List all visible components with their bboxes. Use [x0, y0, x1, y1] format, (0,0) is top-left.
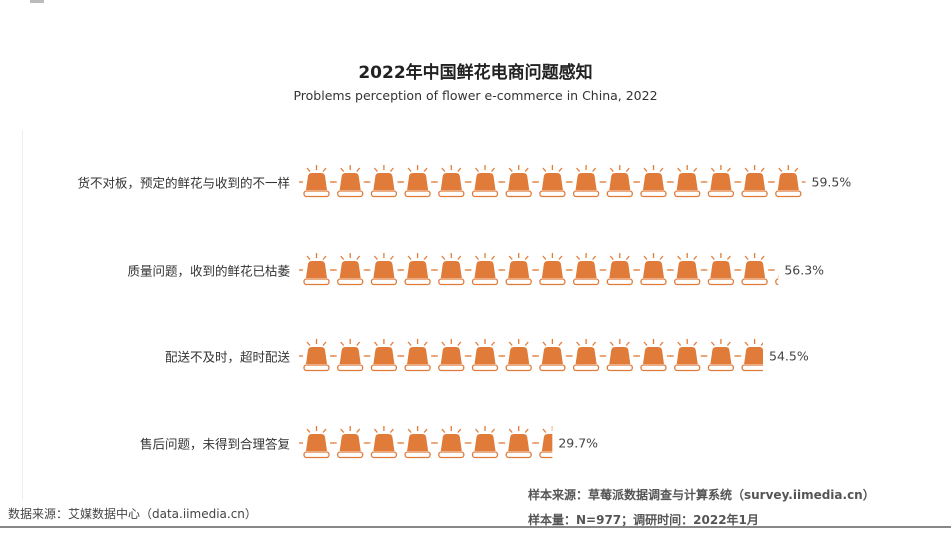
siren-icon [501, 253, 537, 286]
siren-icon [703, 165, 739, 198]
siren-icon [400, 253, 436, 286]
siren-icon [467, 426, 503, 459]
category-label: 售后问题，未得到合理答复 [139, 436, 290, 452]
sample-info: 样本量：N=977；调研时间：2022年1月 [528, 513, 759, 527]
siren-icon [737, 165, 773, 198]
value-label: 54.5% [769, 348, 809, 364]
siren-icon [467, 339, 503, 372]
siren-icon [299, 165, 334, 198]
siren-icon [737, 253, 773, 286]
siren-icon [501, 426, 537, 459]
siren-icon [669, 253, 705, 286]
siren-icon [366, 426, 402, 459]
siren-icon [400, 426, 436, 459]
siren-icon [400, 165, 436, 198]
siren-icon [602, 165, 638, 198]
siren-icon [636, 165, 671, 198]
siren-icon [467, 165, 503, 198]
category-label: 质量问题，收到的鲜花已枯萎 [127, 263, 290, 279]
siren-icon [299, 253, 334, 286]
chart-subtitle: Problems perception of flower e-commerce… [293, 88, 658, 103]
siren-icon [568, 339, 604, 372]
siren-icon [332, 426, 368, 459]
corner-mark [30, 0, 44, 3]
value-label: 56.3% [784, 262, 825, 278]
value-label: 29.7% [558, 435, 599, 451]
siren-icon [366, 165, 402, 198]
siren-icon [400, 339, 436, 372]
pictogram-bar [299, 426, 553, 459]
siren-icon [770, 165, 806, 198]
siren-icon [737, 339, 764, 372]
siren-icon [332, 165, 368, 198]
siren-icon [703, 339, 739, 372]
siren-icon [770, 256, 779, 286]
siren-icon [534, 339, 570, 372]
value-label: 59.5% [811, 174, 852, 190]
siren-icon [332, 339, 368, 372]
sample-source: 样本来源：草莓派数据调查与计算系统（survey.iimedia.cn） [528, 488, 875, 502]
siren-icon [568, 253, 604, 286]
siren-icon [568, 165, 604, 198]
siren-icon [534, 165, 570, 198]
siren-icon [366, 339, 402, 372]
siren-icon [433, 253, 469, 286]
siren-icon [433, 339, 469, 372]
siren-icon [433, 426, 469, 459]
siren-icon [669, 165, 705, 198]
chart-title: 2022年中国鲜花电商问题感知 [358, 63, 593, 83]
siren-icon [501, 165, 537, 198]
siren-icon [534, 426, 553, 459]
divider [22, 130, 23, 500]
category-label: 配送不及时，超时配送 [164, 349, 290, 365]
siren-icon [299, 426, 334, 459]
siren-icon [534, 253, 570, 286]
siren-icon [669, 339, 705, 372]
siren-icon [636, 253, 671, 286]
siren-icon [501, 339, 537, 372]
footer-line [0, 526, 951, 528]
pictogram-bar [299, 165, 806, 198]
category-label: 货不对板，预定的鲜花与收到的不一样 [77, 175, 290, 191]
siren-icon [602, 253, 638, 286]
data-source: 数据来源：艾媒数据中心（data.iimedia.cn） [8, 507, 257, 521]
siren-icon [299, 339, 334, 372]
pictogram-bar [299, 339, 764, 372]
siren-icon [703, 253, 739, 286]
siren-icon [636, 339, 671, 372]
siren-icon [602, 339, 638, 372]
pictogram-bar [299, 253, 779, 286]
siren-icon [433, 165, 469, 198]
siren-icon [366, 253, 402, 286]
siren-icon [332, 253, 368, 286]
siren-icon [467, 253, 503, 286]
